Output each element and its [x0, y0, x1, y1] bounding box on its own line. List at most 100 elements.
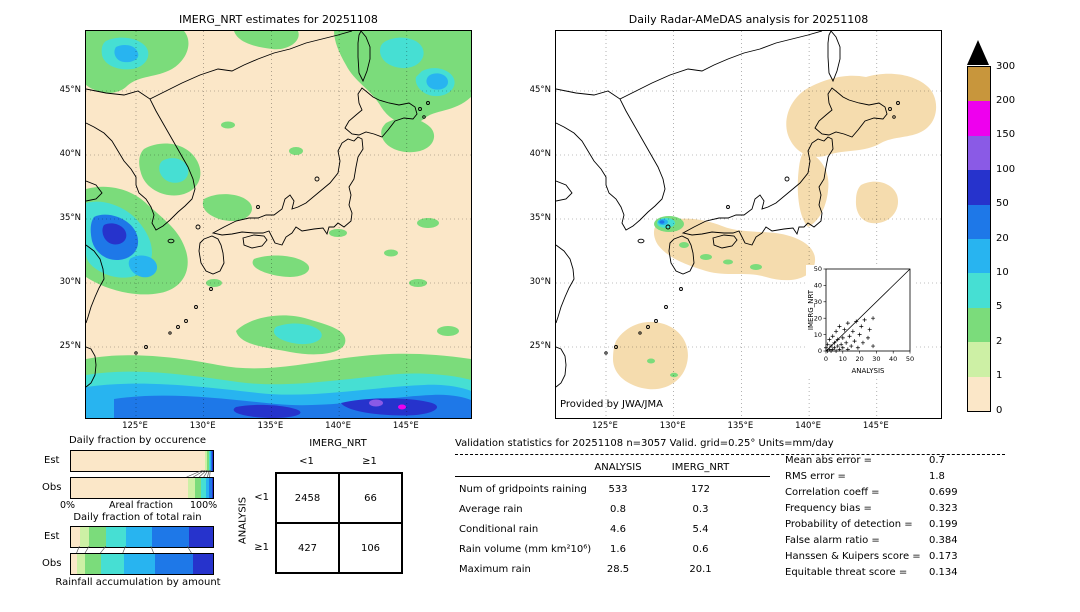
- validation-col-header-imerg: IMERG_NRT: [671, 462, 730, 473]
- validation-title: Validation statistics for 20251108 n=305…: [455, 438, 834, 449]
- svg-text:10: 10: [814, 331, 822, 339]
- validation-row: Maximum rain 28.5 20.1: [459, 564, 712, 575]
- contingency-row-label-ge1: ≥1: [254, 542, 269, 553]
- svg-text:50: 50: [906, 355, 914, 363]
- colorbar-tick-label: 150: [996, 129, 1016, 141]
- lon-tick-label: 145°E: [862, 421, 889, 431]
- svg-text:50: 50: [814, 265, 822, 273]
- contingency-cell: 106: [339, 523, 402, 573]
- bar-segment: [212, 451, 213, 471]
- right-map-lat-labels: 45°N 40°N 35°N 30°N 25°N: [523, 30, 553, 419]
- bar-segment: [71, 451, 206, 471]
- lon-tick-label: 140°E: [795, 421, 822, 431]
- bar-segment: [151, 527, 189, 547]
- colorbar-segment: [968, 239, 990, 274]
- accumulation-label: Rainfall accumulation by amount: [55, 577, 221, 588]
- lon-tick-label: 125°E: [592, 421, 618, 431]
- colorbar-tick-label: 0: [996, 404, 1003, 416]
- credit-text: Provided by JWA/JMA: [560, 399, 663, 410]
- lat-tick-label: 35°N: [59, 213, 81, 223]
- lat-tick-label: 45°N: [529, 85, 551, 95]
- bar-segment: [123, 554, 155, 574]
- occurrence-title: Daily fraction by occurence: [68, 435, 206, 446]
- occurrence-bar-obs: [70, 477, 214, 499]
- colorbar-segment: [968, 67, 990, 102]
- contingency-cell: 66: [339, 473, 402, 523]
- validation-row: Conditional rain 4.6 5.4: [459, 524, 709, 535]
- colorbar-segments: [967, 66, 991, 412]
- occurrence-est-label: Est: [44, 455, 60, 466]
- bar-segment: [126, 527, 152, 547]
- bar-segment: [76, 554, 86, 574]
- bar-segment: [100, 554, 124, 574]
- bar-segment: [207, 451, 209, 471]
- left-map-lon-labels: 125°E 130°E 135°E 140°E 145°E: [85, 421, 472, 433]
- contingency-table: IMERG_NRT <1 ≥1 ANALYSIS <1 ≥1 2458 66 4…: [235, 436, 415, 586]
- metric-row: Mean abs error = 0.7: [785, 455, 945, 466]
- left-map-title: IMERG_NRT estimates for 20251108: [179, 13, 378, 26]
- lat-tick-label: 25°N: [529, 341, 551, 351]
- inset-scatter-svg: 00 10 10 20 20 30 30 40 40 50 50 ANALYSIS IMERG_NRT: [807, 265, 914, 375]
- svg-text:0: 0: [824, 355, 828, 363]
- lon-tick-label: 125°E: [122, 421, 148, 431]
- svg-text:40: 40: [889, 355, 897, 363]
- svg-text:0: 0: [818, 347, 822, 355]
- colorbar-segment: [968, 135, 990, 171]
- validation-row: Num of gridpoints raining 533 172: [459, 484, 711, 495]
- svg-text:ANALYSIS: ANALYSIS: [851, 367, 885, 375]
- precipitation-blobs: [86, 31, 471, 418]
- pct-min-label: 0%: [60, 500, 76, 511]
- colorbar-labels: 300 200 150 100 50 20 10 5 2 1 0: [996, 61, 1036, 416]
- occurrence-obs-label: Obs: [42, 482, 62, 493]
- colorbar-overflow-triangle: [967, 40, 989, 65]
- left-map-lat-labels: 45°N 40°N 35°N 30°N 25°N: [53, 30, 83, 419]
- bar-segment: [85, 554, 101, 574]
- colorbar-tick-label: 50: [996, 198, 1009, 210]
- colorbar-segment: [968, 273, 990, 308]
- metric-row: Hanssen & Kuipers score = 0.173: [785, 551, 958, 562]
- bar-segment: [71, 478, 189, 498]
- dashed-divider: [455, 454, 1005, 455]
- bar-segment: [205, 451, 208, 471]
- radar-coverage-blobs: [613, 73, 937, 390]
- lon-tick-label: 140°E: [325, 421, 352, 431]
- lat-tick-label: 40°N: [59, 149, 81, 159]
- colorbar-tick-label: 300: [996, 60, 1016, 72]
- bar-segment: [79, 527, 90, 547]
- svg-text:20: 20: [855, 355, 863, 363]
- metric-row: Equitable threat score = 0.134: [785, 567, 958, 578]
- colorbar-segment: [968, 204, 990, 240]
- total-rain-est-label: Est: [44, 531, 60, 542]
- svg-text:IMERG_NRT: IMERG_NRT: [807, 289, 815, 330]
- imerg-map-svg: [86, 31, 471, 418]
- svg-text:30: 30: [814, 298, 822, 306]
- imerg-map: [85, 30, 472, 419]
- contingency-row-label-lt1: <1: [254, 492, 269, 503]
- metric-row: Probability of detection = 0.199: [785, 519, 958, 530]
- metric-row: Correlation coeff = 0.699: [785, 487, 958, 498]
- occurrence-bar-est: [70, 450, 214, 472]
- bar-segment: [211, 451, 213, 471]
- pct-max-label: 100%: [190, 500, 218, 511]
- metric-row: Frequency bias = 0.323: [785, 503, 958, 514]
- validation-metrics: Mean abs error = 0.7 RMS error = 1.8 Correla…: [785, 455, 1007, 583]
- lat-tick-label: 25°N: [59, 341, 81, 351]
- colorbar-tick-label: 100: [996, 163, 1016, 175]
- lon-tick-label: 135°E: [257, 421, 284, 431]
- bar-segment: [89, 527, 107, 547]
- total-rain-bar-obs: [70, 553, 214, 575]
- total-rain-obs-label: Obs: [42, 558, 62, 569]
- lon-tick-label: 145°E: [392, 421, 419, 431]
- bar-segment: [210, 451, 212, 471]
- total-rain-bar-est: [70, 526, 214, 548]
- colorbar-tick-label: 10: [996, 266, 1009, 278]
- bar-segment: [193, 554, 213, 574]
- lat-tick-label: 30°N: [529, 277, 551, 287]
- bar-segment: [209, 478, 212, 498]
- bar-segment: [205, 478, 210, 498]
- contingency-cell: 427: [276, 523, 339, 573]
- bar-segment: [188, 478, 196, 498]
- bar-segment: [201, 478, 206, 498]
- total-rain-title: Daily fraction of total rain: [73, 512, 202, 523]
- colorbar-segment: [968, 376, 990, 412]
